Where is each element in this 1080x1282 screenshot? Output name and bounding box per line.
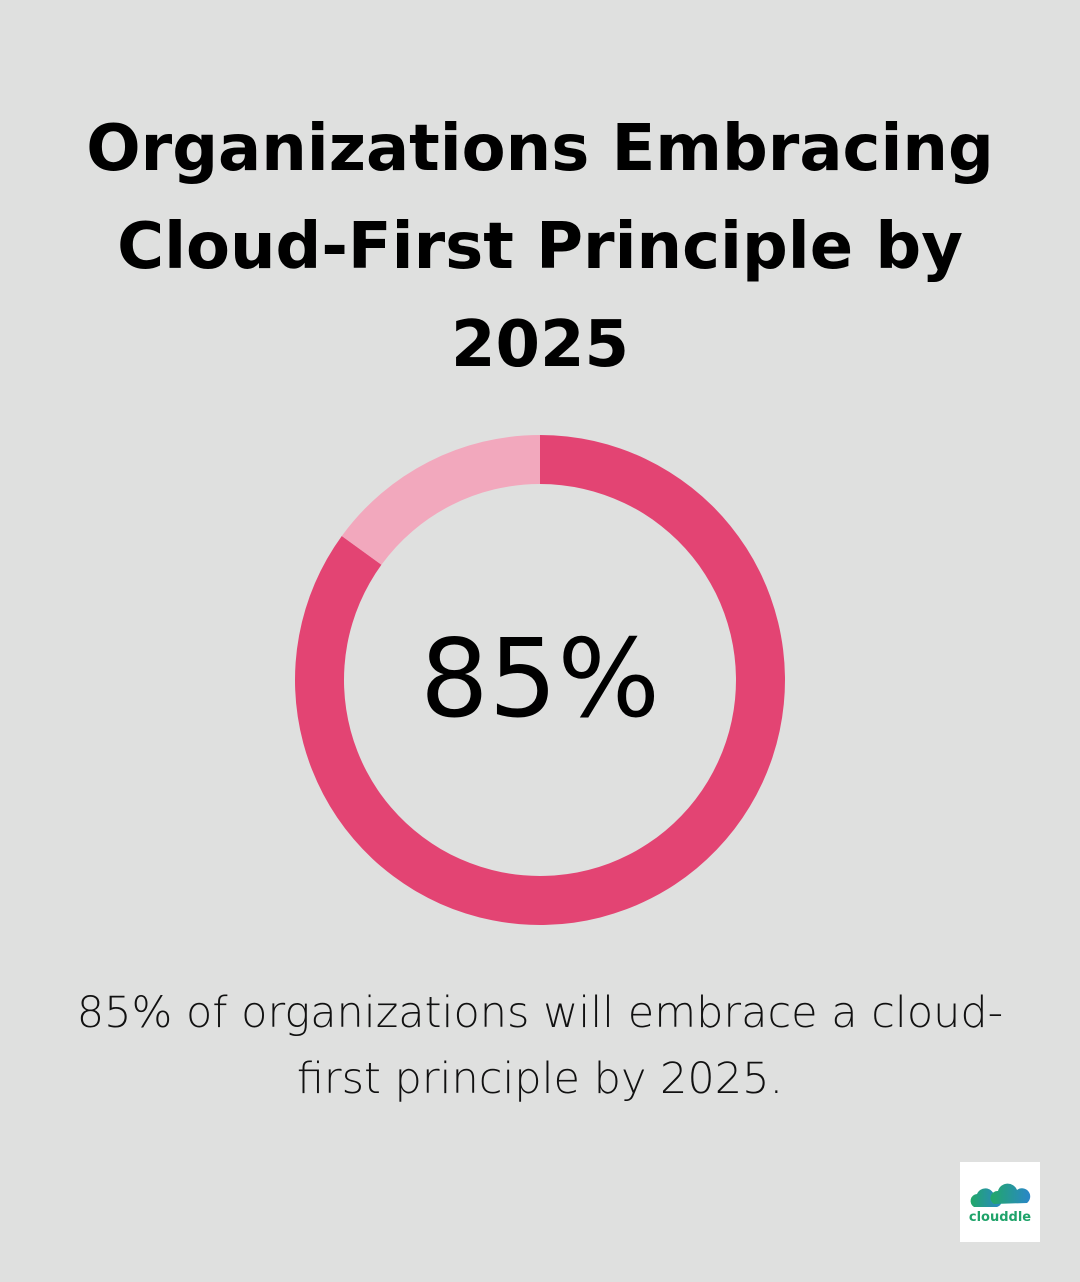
logo-text: clouddle: [968, 1210, 1032, 1225]
chart-caption: 85% of organizations will embrace a clou…: [76, 988, 1004, 1104]
cloud-icon: [970, 1183, 1031, 1207]
donut-slice-other: [341, 435, 540, 565]
chart-title: Organizations Embracing Cloud-First Prin…: [86, 112, 994, 382]
clouddle-logo: clouddle: [960, 1162, 1040, 1242]
center-percentage: 85%: [419, 617, 661, 742]
donut-chart: [295, 435, 785, 925]
